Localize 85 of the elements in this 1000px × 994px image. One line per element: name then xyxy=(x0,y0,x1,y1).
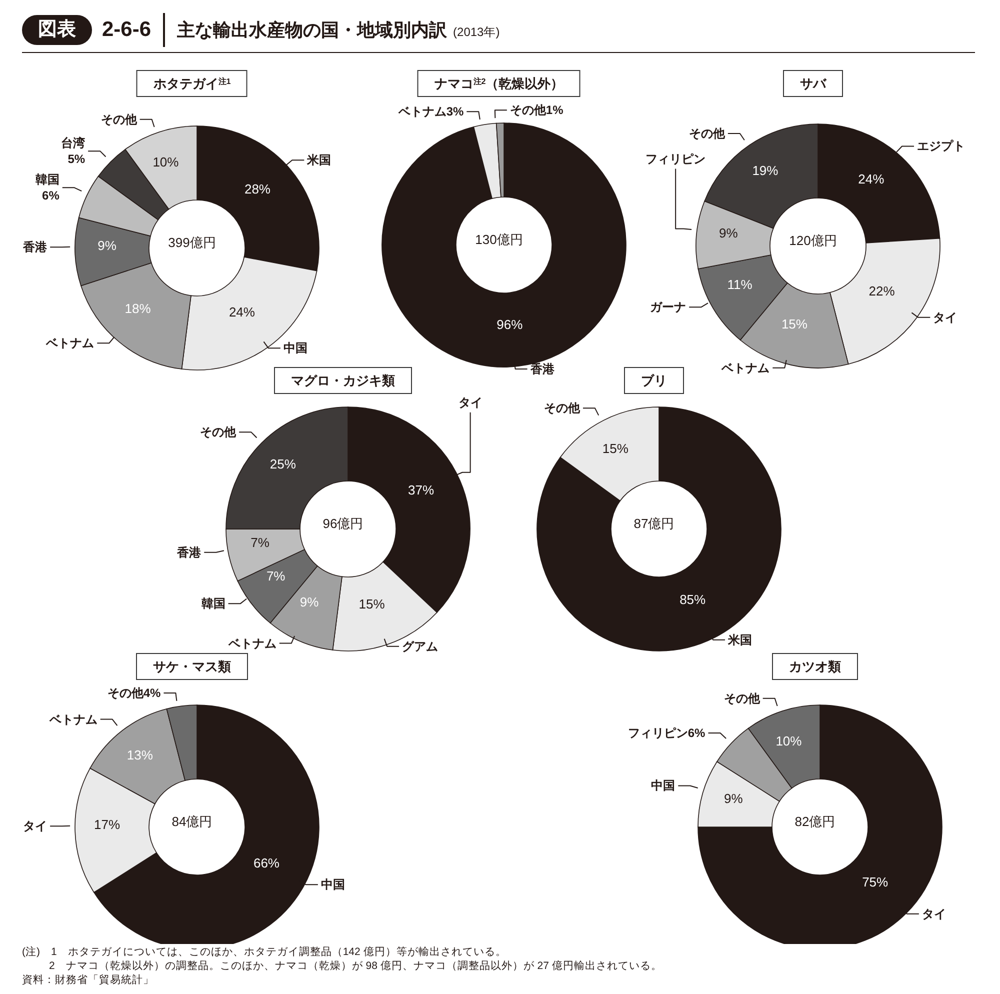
data-label: 66% xyxy=(253,855,280,870)
slice-label: ベトナム xyxy=(227,636,276,650)
data-label: 96% xyxy=(496,316,524,332)
slice-label: 米国 xyxy=(306,153,332,168)
text: 2 ナマコ（乾燥以外）の調整品。このほか、ナマコ（乾燥）が 98 億円、ナマコ（調整品以外）が 27 億円輸出されている。 xyxy=(49,960,662,973)
slice-label: ベトナム xyxy=(45,336,94,350)
data-label: 24% xyxy=(858,172,885,187)
slice-label: 米国 xyxy=(727,632,752,647)
data-label: 7% xyxy=(250,535,270,550)
data-label: 15% xyxy=(602,440,629,456)
data-label: 3% xyxy=(446,104,464,119)
data-label: 28% xyxy=(244,181,271,196)
data-label: 4% xyxy=(143,686,161,700)
chart-title: ブリ xyxy=(624,367,684,394)
slice-label: その他 xyxy=(688,126,726,140)
slice-label: その他 xyxy=(724,691,761,706)
slice-label: ガーナ xyxy=(650,300,686,314)
slice-label: 香港 xyxy=(529,362,556,376)
slice-label: 台湾 xyxy=(61,136,86,150)
slice-label: タイ xyxy=(933,310,958,324)
data-label: 10% xyxy=(152,154,180,170)
slice-label: その他 xyxy=(107,686,144,700)
data-label: 9% xyxy=(98,238,117,254)
text: 82億円 xyxy=(794,813,836,831)
slice-label: 中国 xyxy=(283,341,308,356)
slice-label: フィリピン xyxy=(628,726,688,740)
data-label: 37% xyxy=(408,482,434,498)
data-label: 25% xyxy=(270,456,296,472)
data-label: 6% xyxy=(688,726,706,740)
data-label: 22% xyxy=(868,283,896,298)
text: 96億円 xyxy=(322,515,364,533)
data-label: 10% xyxy=(776,734,802,749)
slice-label: 中国 xyxy=(651,778,676,793)
slice-label: その他 xyxy=(510,103,546,118)
data-label: 6% xyxy=(42,188,60,203)
data-label: 9% xyxy=(724,790,744,806)
text: (注) 1 ホタテガイについては、このほか、ホタテガイ調整品（142 億円）等が輸出されている。 xyxy=(22,946,506,959)
slice-label: 香港 xyxy=(22,240,48,254)
data-label: 11% xyxy=(727,276,753,292)
slice-label: 香港 xyxy=(176,545,202,560)
slice-label: 韓国 xyxy=(35,172,60,187)
slice-label: タイ xyxy=(922,906,946,921)
data-label: 9% xyxy=(300,594,320,610)
slice-label: タイ xyxy=(23,819,48,834)
text: (2013年) xyxy=(453,24,500,40)
slice-label: ベトナム xyxy=(398,104,446,119)
chart-title: カツオ類 xyxy=(772,653,858,680)
chart-title: ナマコ$^{注2}$（乾燥以外） xyxy=(417,70,581,97)
chart-title: マグロ・カジキ類 xyxy=(274,367,412,394)
slice-label: その他 xyxy=(200,425,238,440)
text: 主な輸出水産物の国・地域別内訳 xyxy=(177,19,448,42)
data-label: 24% xyxy=(228,304,256,320)
data-label: 18% xyxy=(124,300,152,316)
text: 資料：財務省「貿易統計」 xyxy=(22,974,154,987)
data-label: 75% xyxy=(862,874,889,890)
data-label: 15% xyxy=(358,596,386,612)
data-label: 5% xyxy=(68,152,86,166)
slice-label: 中国 xyxy=(320,878,345,892)
text: 399億円 xyxy=(167,234,217,252)
slice-label: グアム xyxy=(402,639,438,654)
text: 2-6-6 xyxy=(102,18,152,42)
data-label: 13% xyxy=(126,747,154,762)
data-label: 17% xyxy=(94,817,120,832)
slice-label: 韓国 xyxy=(201,596,226,611)
slice-label: フィリピン xyxy=(646,152,706,166)
data-label: 9% xyxy=(718,226,738,240)
text: 130億円 xyxy=(474,231,524,249)
slice-label: その他 xyxy=(100,112,138,126)
data-label: 7% xyxy=(266,568,286,584)
text: 84億円 xyxy=(170,813,214,831)
chart-title: サバ xyxy=(783,70,843,97)
data-label: 19% xyxy=(752,163,779,178)
slice-label: ベトナム xyxy=(720,360,770,375)
slice-label: ベトナム xyxy=(48,712,98,726)
text: 図表 xyxy=(22,15,92,45)
data-label: 85% xyxy=(680,592,706,608)
text: 87億円 xyxy=(632,515,676,533)
chart-title: サケ・マス類 xyxy=(136,653,248,680)
data-label: 1% xyxy=(546,103,564,118)
slice-label: その他 xyxy=(544,401,581,416)
slice-label: タイ xyxy=(458,395,482,410)
slice-label: エジプト xyxy=(916,139,965,154)
text: 120億円 xyxy=(788,232,838,250)
data-label: 15% xyxy=(781,316,808,332)
chart-title: ホタテガイ$^{注1}$ xyxy=(136,70,248,97)
